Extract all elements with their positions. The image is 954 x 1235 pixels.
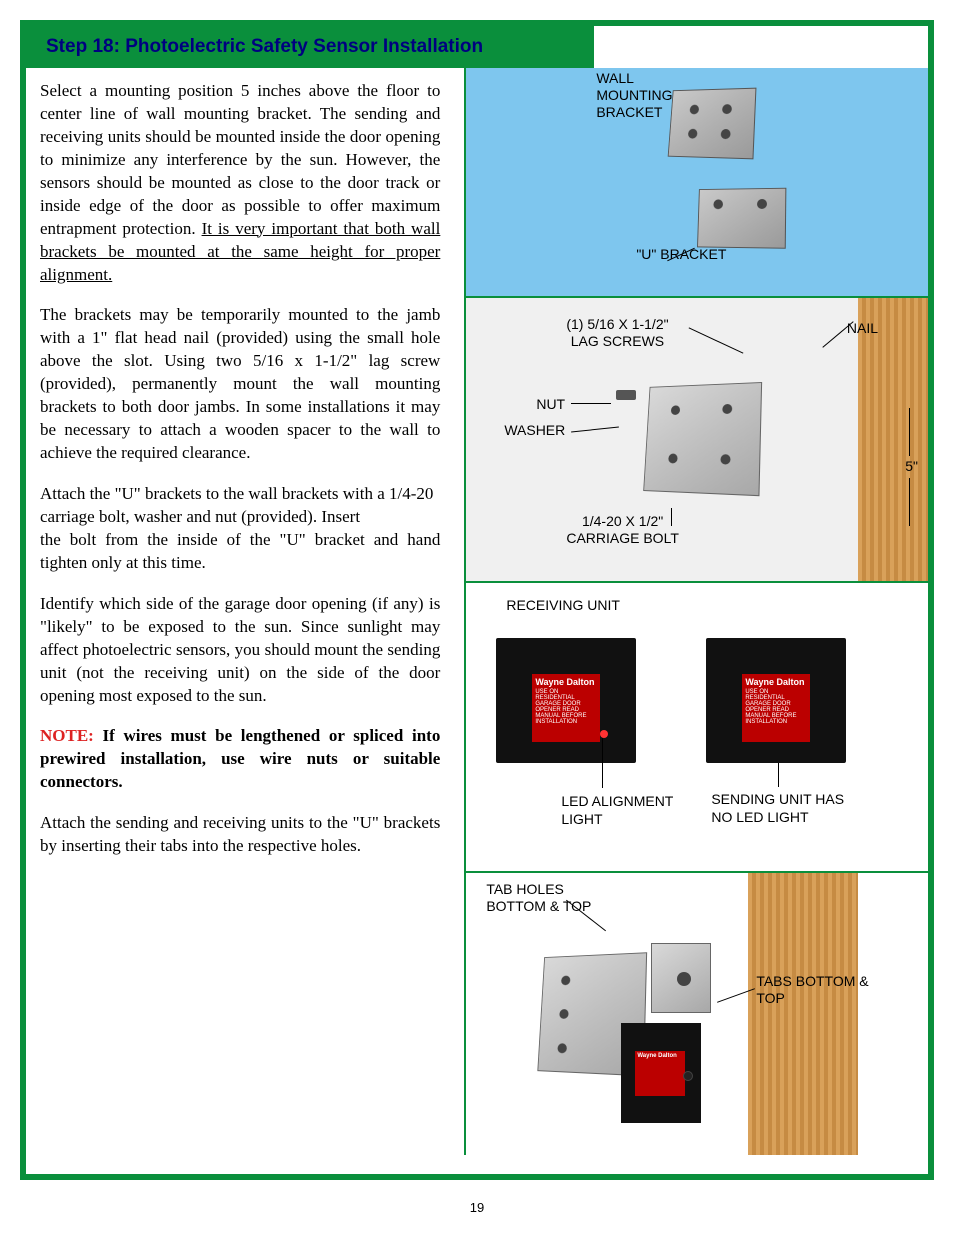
sending-unit-label: SENDING UNIT HAS NO LED LIGHT — [711, 791, 861, 826]
wall-bracket-icon — [668, 88, 757, 160]
brand-text: Wayne Dalton — [535, 677, 597, 689]
brand-text-2: Wayne Dalton — [745, 677, 807, 689]
lag-screws-label: (1) 5/16 X 1-1/2" LAG SCREWS — [566, 316, 668, 350]
paragraph-1: Select a mounting position 5 inches abov… — [40, 80, 440, 286]
led-icon — [600, 730, 608, 738]
content-row: Select a mounting position 5 inches abov… — [26, 68, 928, 1155]
wall-plate-icon — [651, 943, 711, 1013]
p1-text: Select a mounting position 5 inches abov… — [40, 81, 440, 238]
figure-brackets: WALL MOUNTING BRACKET "U" BRACKET — [464, 68, 928, 298]
step-title-bar: Step 18: Photoelectric Safety Sensor Ins… — [26, 26, 594, 68]
sensor-installed-icon: Wayne Dalton — [621, 1023, 701, 1123]
figure-mounting: (1) 5/16 X 1-1/2" LAG SCREWS NAIL NUT WA… — [464, 298, 928, 583]
note-paragraph: NOTE: If wires must be lengthened or spl… — [40, 725, 440, 794]
nut-icon — [616, 390, 636, 400]
sending-unit-icon: Wayne Dalton USE ON RESIDENTIAL GARAGE D… — [706, 638, 846, 763]
wood-jamb-2-icon — [748, 873, 858, 1155]
note-label: NOTE: — [40, 726, 94, 745]
plate-text-2: USE ON RESIDENTIAL GARAGE DOOR OPENER RE… — [745, 689, 807, 725]
paragraph-2: The brackets may be temporarily mounted … — [40, 304, 440, 465]
wall-bracket-label: WALL MOUNTING BRACKET — [596, 70, 672, 120]
nut-label: NUT — [536, 396, 565, 412]
figure-sensors: RECEIVING UNIT Wayne Dalton USE ON RESID… — [464, 583, 928, 873]
plate-text: USE ON RESIDENTIAL GARAGE DOOR OPENER RE… — [535, 689, 597, 725]
figure-column: WALL MOUNTING BRACKET "U" BRACKET — [464, 68, 928, 1155]
figure-tabs: TAB HOLES BOTTOM & TOP Wayne Dalton T — [464, 873, 928, 1155]
carriage-bolt-label: 1/4-20 X 1/2" CARRIAGE BOLT — [566, 513, 679, 547]
paragraph-3a: Attach the "U" brackets to the wall brac… — [40, 483, 440, 529]
step-title: Step 18: Photoelectric Safety Sensor Ins… — [46, 36, 483, 57]
receiving-unit-icon: Wayne Dalton USE ON RESIDENTIAL GARAGE D… — [496, 638, 636, 763]
five-inch-label: 5" — [905, 458, 918, 474]
u-bracket-icon — [697, 188, 786, 249]
page-number: 19 — [0, 1196, 954, 1219]
note-body: If wires must be lengthened or spliced i… — [40, 726, 440, 791]
wood-jamb-icon — [858, 298, 928, 581]
washer-label: WASHER — [504, 422, 565, 438]
mounted-bracket-icon — [644, 382, 763, 496]
paragraph-3b: the bolt from the inside of the "U" brac… — [40, 529, 440, 575]
receiving-unit-label: RECEIVING UNIT — [506, 597, 620, 613]
tab-holes-label: TAB HOLES BOTTOM & TOP — [486, 881, 606, 915]
led-alignment-label: LED ALIGNMENT LIGHT — [561, 793, 691, 828]
paragraph-5: Attach the sending and receiving units t… — [40, 812, 440, 858]
brand-text-3: Wayne Dalton — [637, 1053, 683, 1059]
page-frame: Step 18: Photoelectric Safety Sensor Ins… — [20, 20, 934, 1180]
paragraph-4: Identify which side of the garage door o… — [40, 593, 440, 708]
text-column: Select a mounting position 5 inches abov… — [26, 68, 454, 1155]
tabs-label: TABS BOTTOM & TOP — [756, 973, 876, 1007]
